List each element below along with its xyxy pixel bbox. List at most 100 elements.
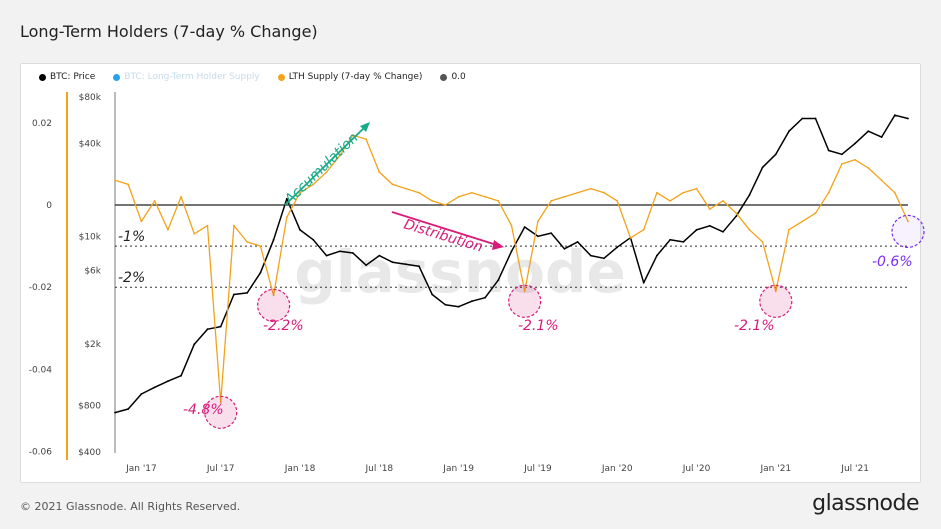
data-point-price-7 [206, 328, 209, 331]
data-point-lth-change-28 [484, 195, 486, 198]
data-point-lth-change-59 [893, 191, 896, 194]
left-axis-tick-3: -0.04 [29, 365, 53, 375]
callout-circle-0 [204, 395, 238, 429]
data-point-lth-change-27 [471, 191, 473, 194]
legend-dot-zero [440, 73, 448, 81]
x-axis-tick-8: Jan '21 [759, 464, 791, 474]
data-point-lth-change-1 [127, 183, 130, 186]
data-point-price-13 [285, 197, 288, 200]
data-point-lth-change-44 [695, 187, 698, 190]
data-point-price-21 [391, 261, 394, 264]
data-point-price-17 [338, 250, 341, 253]
data-point-lth-change-56 [854, 158, 856, 161]
data-point-lth-change-17 [338, 154, 341, 157]
callout-circle-3 [759, 284, 793, 318]
data-point-lth-change-2 [140, 220, 143, 223]
data-point-lth-change-14 [299, 191, 301, 194]
data-point-price-25 [444, 303, 447, 306]
right-axis-tick-3: $6k [84, 267, 101, 277]
data-point-price-20 [378, 254, 381, 257]
data-point-lth-change-48 [748, 228, 751, 231]
data-point-price-53 [814, 117, 817, 120]
data-point-lth-change-46 [722, 200, 724, 202]
data-point-lth-change-20 [378, 171, 381, 174]
legend-item-zero[interactable]: 0.0 [440, 72, 466, 82]
data-point-lth-change-45 [708, 208, 711, 211]
accumulation-arrow-head [360, 122, 370, 132]
legend-item-lth-supply[interactable]: BTC: Long-Term Holder Supply [113, 72, 260, 82]
data-point-lth-change-11 [259, 245, 262, 248]
data-point-price-33 [550, 232, 553, 235]
data-point-lth-change-19 [365, 138, 367, 141]
footer-copyright: © 2021 Glassnode. All Rights Reserved. [20, 500, 241, 513]
data-point-price-54 [827, 149, 830, 152]
data-point-lth-change-49 [761, 241, 764, 243]
legend-dot-price [39, 73, 46, 81]
left-axis-tick-0: 0.02 [32, 119, 52, 129]
x-axis-tick-5: Jul '19 [523, 464, 552, 474]
callout-label-0: -4.8% [183, 402, 224, 418]
data-point-price-6 [193, 343, 196, 346]
reference-label-0: -1% [118, 229, 145, 245]
data-point-price-59 [893, 114, 896, 117]
reference-label-1: -2% [118, 270, 145, 286]
data-point-lth-change-29 [497, 200, 500, 202]
accumulation-arrow [284, 125, 367, 206]
callout-label-4: -0.6% [872, 254, 913, 270]
right-axis-tick-4: $2k [84, 340, 101, 350]
data-point-price-38 [616, 246, 619, 249]
data-point-price-45 [708, 224, 711, 227]
data-point-lth-change-39 [629, 237, 632, 239]
callout-circle-2 [508, 284, 542, 318]
data-point-price-41 [656, 254, 658, 257]
legend-item-price[interactable]: BTC: Price [39, 72, 95, 82]
data-point-lth-change-26 [457, 195, 460, 198]
data-point-price-27 [471, 300, 473, 303]
data-point-lth-change-33 [550, 200, 553, 202]
data-point-lth-change-25 [444, 204, 447, 206]
data-point-price-35 [576, 241, 579, 243]
data-point-lth-change-42 [669, 200, 671, 202]
data-point-price-26 [457, 305, 460, 308]
data-point-price-14 [299, 229, 301, 231]
right-axis-tick-0: $80k [79, 93, 102, 103]
data-point-price-48 [748, 194, 751, 197]
right-axis-tick-5: $800 [78, 402, 101, 412]
x-axis-tick-3: Jul '18 [365, 464, 394, 474]
data-point-price-0 [114, 411, 116, 414]
data-point-lth-change-50 [774, 290, 777, 293]
chart-title: Long-Term Holders (7-day % Change) [20, 22, 318, 41]
data-point-lth-change-18 [352, 134, 354, 137]
data-point-price-2 [140, 393, 143, 395]
data-point-lth-change-4 [167, 228, 169, 231]
legend-item-lth-change[interactable]: LTH Supply (7-day % Change) [277, 72, 422, 82]
data-point-lth-change-47 [735, 212, 738, 215]
data-point-price-46 [722, 230, 724, 233]
data-point-lth-change-15 [312, 183, 315, 186]
data-point-lth-change-9 [233, 224, 235, 227]
data-point-lth-change-35 [576, 191, 579, 194]
data-point-price-56 [854, 142, 856, 145]
legend-label-price: BTC: Price [50, 72, 96, 82]
data-point-price-49 [761, 166, 764, 169]
x-axis-tick-6: Jan '20 [601, 464, 633, 474]
data-point-price-57 [867, 130, 870, 133]
data-point-price-60 [907, 117, 909, 120]
data-point-lth-change-21 [391, 183, 394, 186]
data-point-price-34 [563, 247, 566, 250]
brand-logo: glassnode [812, 491, 919, 516]
data-point-price-43 [682, 241, 685, 243]
callout-label-3: -2.1% [734, 318, 775, 334]
data-point-price-29 [497, 279, 500, 281]
data-point-lth-change-22 [404, 187, 407, 190]
data-point-price-5 [180, 374, 183, 377]
data-point-price-40 [642, 281, 645, 284]
data-point-price-52 [801, 117, 804, 120]
data-point-price-44 [695, 229, 698, 231]
callout-label-2: -2.1% [518, 318, 559, 334]
data-point-price-23 [418, 265, 420, 268]
data-point-lth-change-43 [682, 191, 685, 194]
data-point-lth-change-36 [589, 187, 592, 190]
callout-circle-4 [891, 214, 925, 248]
